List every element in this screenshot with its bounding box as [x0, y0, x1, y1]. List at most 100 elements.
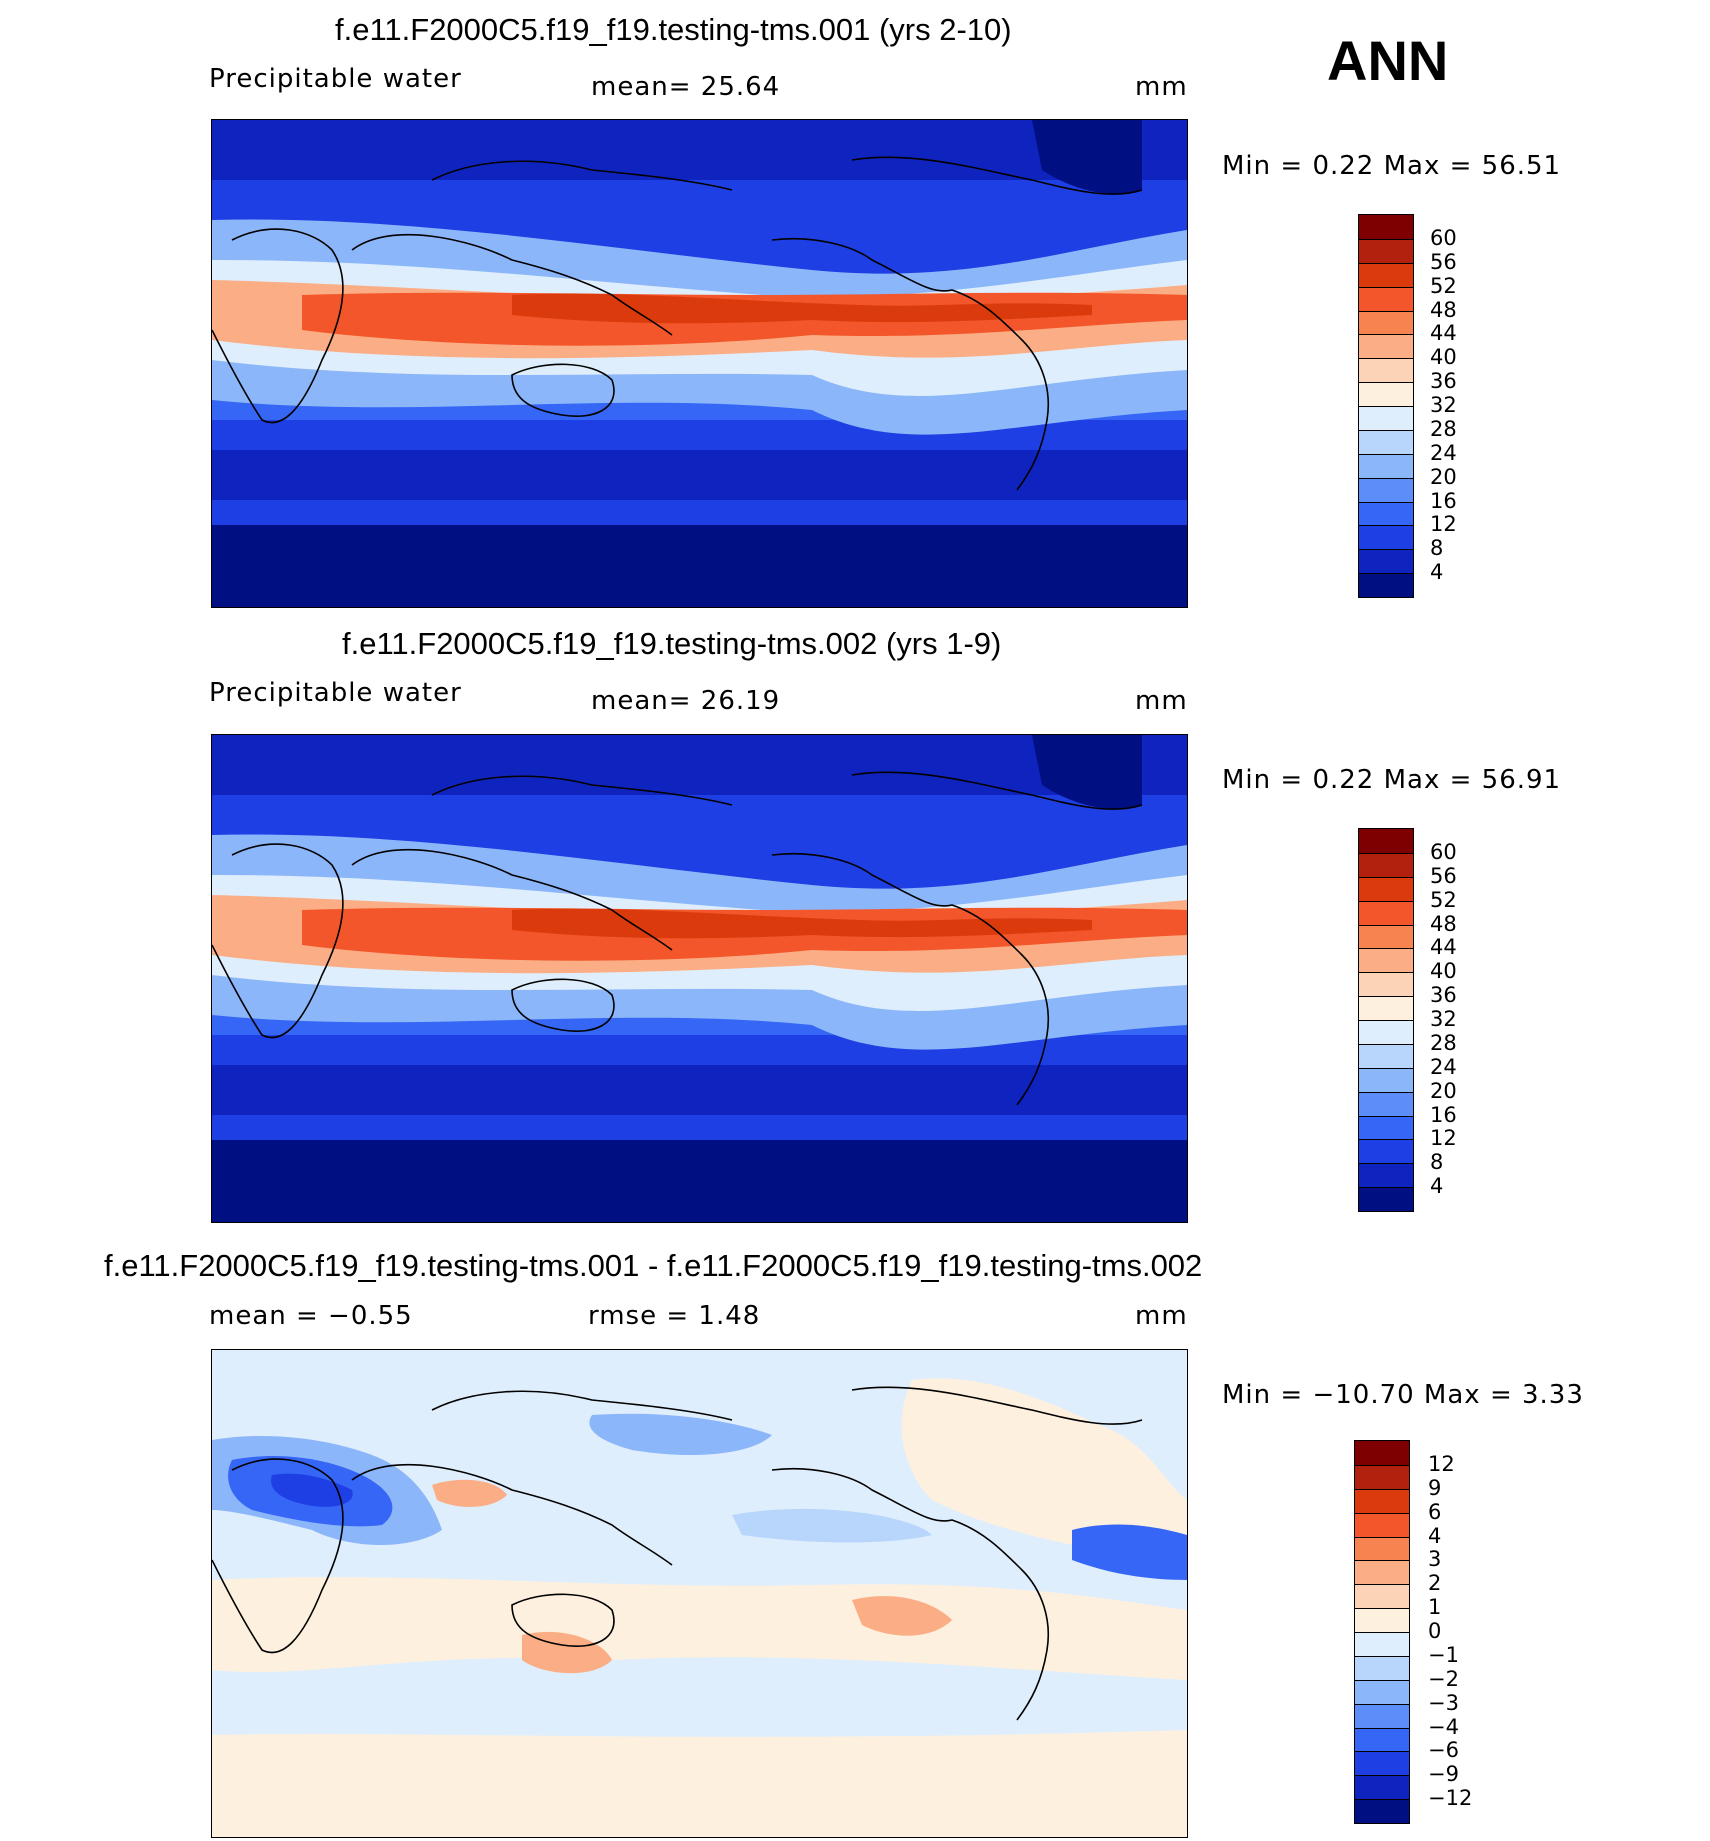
- colorbar-tick-label: 16: [1430, 488, 1457, 513]
- colorbar-tick-label: 52: [1430, 273, 1457, 298]
- season-label: ANN: [1327, 29, 1449, 92]
- colorbar-tick-label: 8: [1430, 536, 1444, 561]
- colorbar-tick-label: 44: [1430, 935, 1457, 960]
- colorbar-tick-label: 1: [1428, 1595, 1442, 1620]
- colorbar-tick-label: 3: [1428, 1547, 1442, 1572]
- colorbar-swatch: [1359, 1091, 1413, 1116]
- colorbar-swatch: [1359, 429, 1413, 454]
- panel-2-colorbar-swatches: [1359, 829, 1413, 1211]
- colorbar-tick-label: 40: [1430, 959, 1457, 984]
- panel-3-units: mm: [1135, 1301, 1188, 1331]
- colorbar-tick-label: 56: [1430, 863, 1457, 888]
- colorbar-tick-label: 40: [1430, 345, 1457, 370]
- colorbar-swatch: [1359, 852, 1413, 877]
- panel-2-colorbar-labels: 60 56 52 48 44 40 36 32 28 24 20 16 12 8 4: [1430, 828, 1510, 1210]
- panel-1-minmax: Min = 0.22 Max = 56.51: [1222, 151, 1562, 181]
- colorbar-swatch: [1355, 1703, 1409, 1728]
- colorbar-swatch: [1359, 382, 1413, 406]
- colorbar-swatch: [1355, 1799, 1409, 1823]
- colorbar-tick-label: 24: [1430, 440, 1457, 465]
- panel-3-title: f.e11.F2000C5.f19_f19.testing-tms.001 - …: [104, 1248, 1203, 1283]
- panel-1-mean: mean= 25.64: [591, 72, 781, 102]
- colorbar-tick-label: −2: [1428, 1666, 1459, 1691]
- colorbar-swatch: [1355, 1536, 1409, 1561]
- panel-3-colorbar-swatches: [1355, 1441, 1409, 1823]
- colorbar-swatch: [1359, 924, 1413, 949]
- colorbar-swatch: [1359, 948, 1413, 973]
- panel-2-minmax: Min = 0.22 Max = 56.91: [1222, 765, 1562, 795]
- colorbar-swatch: [1359, 1187, 1413, 1211]
- colorbar-tick-label: −12: [1428, 1786, 1473, 1811]
- colorbar-tick-label: 16: [1430, 1102, 1457, 1127]
- colorbar-tick-label: 28: [1430, 416, 1457, 441]
- colorbar-tick-label: 24: [1430, 1054, 1457, 1079]
- colorbar-swatch: [1355, 1441, 1409, 1465]
- colorbar-tick-label: 52: [1430, 887, 1457, 912]
- colorbar-tick-label: −9: [1428, 1762, 1459, 1787]
- panel-2-colorbar: [1358, 828, 1414, 1212]
- colorbar-swatch: [1359, 1020, 1413, 1044]
- panel-3-map: [211, 1349, 1188, 1838]
- colorbar-tick-label: 12: [1430, 512, 1457, 537]
- colorbar-tick-label: 44: [1430, 321, 1457, 346]
- colorbar-tick-label: 4: [1430, 560, 1444, 585]
- panel-2-map: [211, 734, 1188, 1223]
- colorbar-tick-label: 48: [1430, 297, 1457, 322]
- colorbar-tick-label: 28: [1430, 1030, 1457, 1055]
- panel-1-variable-label: Precipitable water: [209, 64, 462, 94]
- panel-1-map: [211, 119, 1188, 608]
- colorbar-swatch: [1359, 1067, 1413, 1092]
- colorbar-tick-label: 2: [1428, 1571, 1442, 1596]
- panel-1-units: mm: [1135, 72, 1188, 102]
- colorbar-swatch: [1359, 286, 1413, 311]
- colorbar-swatch: [1359, 453, 1413, 478]
- colorbar-tick-label: −4: [1428, 1714, 1459, 1739]
- colorbar-swatch: [1359, 1163, 1413, 1188]
- colorbar-swatch: [1359, 406, 1413, 430]
- panel-2-mean: mean= 26.19: [591, 686, 781, 716]
- colorbar-swatch: [1355, 1632, 1409, 1656]
- colorbar-swatch: [1359, 334, 1413, 359]
- panel-2-title: f.e11.F2000C5.f19_f19.testing-tms.002 (y…: [342, 626, 1002, 661]
- colorbar-swatch: [1359, 501, 1413, 526]
- colorbar-tick-label: 20: [1430, 464, 1457, 489]
- colorbar-swatch: [1355, 1655, 1409, 1680]
- colorbar-swatch: [1359, 262, 1413, 287]
- colorbar-tick-label: 8: [1430, 1150, 1444, 1175]
- panel-1-colorbar: [1358, 214, 1414, 598]
- colorbar-tick-label: 36: [1430, 983, 1457, 1008]
- colorbar-tick-label: 32: [1430, 393, 1457, 417]
- colorbar-swatch: [1355, 1584, 1409, 1609]
- panel-1-title: f.e11.F2000C5.f19_f19.testing-tms.001 (y…: [335, 12, 1012, 47]
- colorbar-swatch: [1355, 1512, 1409, 1537]
- colorbar-tick-label: −6: [1428, 1738, 1459, 1763]
- colorbar-swatch: [1359, 477, 1413, 502]
- colorbar-tick-label: −3: [1428, 1690, 1459, 1715]
- colorbar-swatch: [1355, 1560, 1409, 1585]
- colorbar-swatch: [1359, 573, 1413, 597]
- colorbar-tick-label: 48: [1430, 911, 1457, 936]
- colorbar-tick-label: 36: [1430, 369, 1457, 394]
- panel-2-units: mm: [1135, 686, 1188, 716]
- colorbar-tick-label: 60: [1430, 839, 1457, 864]
- colorbar-tick-label: 9: [1428, 1475, 1442, 1500]
- colorbar-swatch: [1359, 215, 1413, 239]
- colorbar-swatch: [1359, 358, 1413, 383]
- colorbar-tick-label: 12: [1428, 1451, 1455, 1476]
- colorbar-tick-label: 6: [1428, 1499, 1442, 1524]
- colorbar-tick-label: −1: [1428, 1642, 1459, 1667]
- panel-3-colorbar: [1354, 1440, 1410, 1824]
- colorbar-tick-label: 4: [1430, 1174, 1444, 1199]
- colorbar-tick-label: 20: [1430, 1078, 1457, 1103]
- colorbar-swatch: [1355, 1679, 1409, 1704]
- colorbar-tick-label: 56: [1430, 249, 1457, 274]
- colorbar-swatch: [1359, 525, 1413, 550]
- colorbar-tick-label: 60: [1430, 225, 1457, 250]
- panel-3-mean: mean = −0.55: [209, 1301, 413, 1331]
- colorbar-tick-label: 4: [1428, 1523, 1442, 1548]
- panel-1-colorbar-swatches: [1359, 215, 1413, 597]
- panel-3-minmax: Min = −10.70 Max = 3.33: [1222, 1380, 1584, 1410]
- colorbar-swatch: [1359, 900, 1413, 925]
- colorbar-tick-label: 12: [1430, 1126, 1457, 1151]
- colorbar-swatch: [1355, 1751, 1409, 1776]
